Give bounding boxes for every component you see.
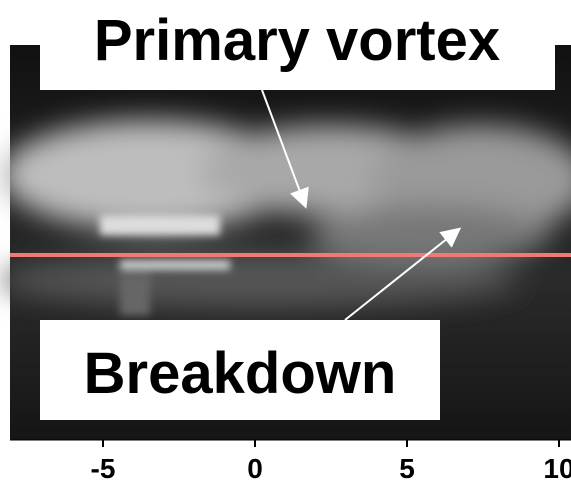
x-axis: -5 0 5 10 <box>10 440 571 484</box>
figure: -5 0 5 10 Primary vortex Breakdown <box>0 0 571 489</box>
tick-label: 5 <box>399 453 415 484</box>
annotation: Breakdown <box>84 341 397 406</box>
ticks: -5 0 5 10 <box>91 440 571 484</box>
tick-label: 10 <box>543 453 571 484</box>
tick-label: -5 <box>91 453 116 484</box>
page: {"labels": {"top": "Primary vortex", "bo… <box>0 0 571 489</box>
tick-label: 0 <box>247 453 263 484</box>
annotation: Primary vortex <box>94 8 500 73</box>
